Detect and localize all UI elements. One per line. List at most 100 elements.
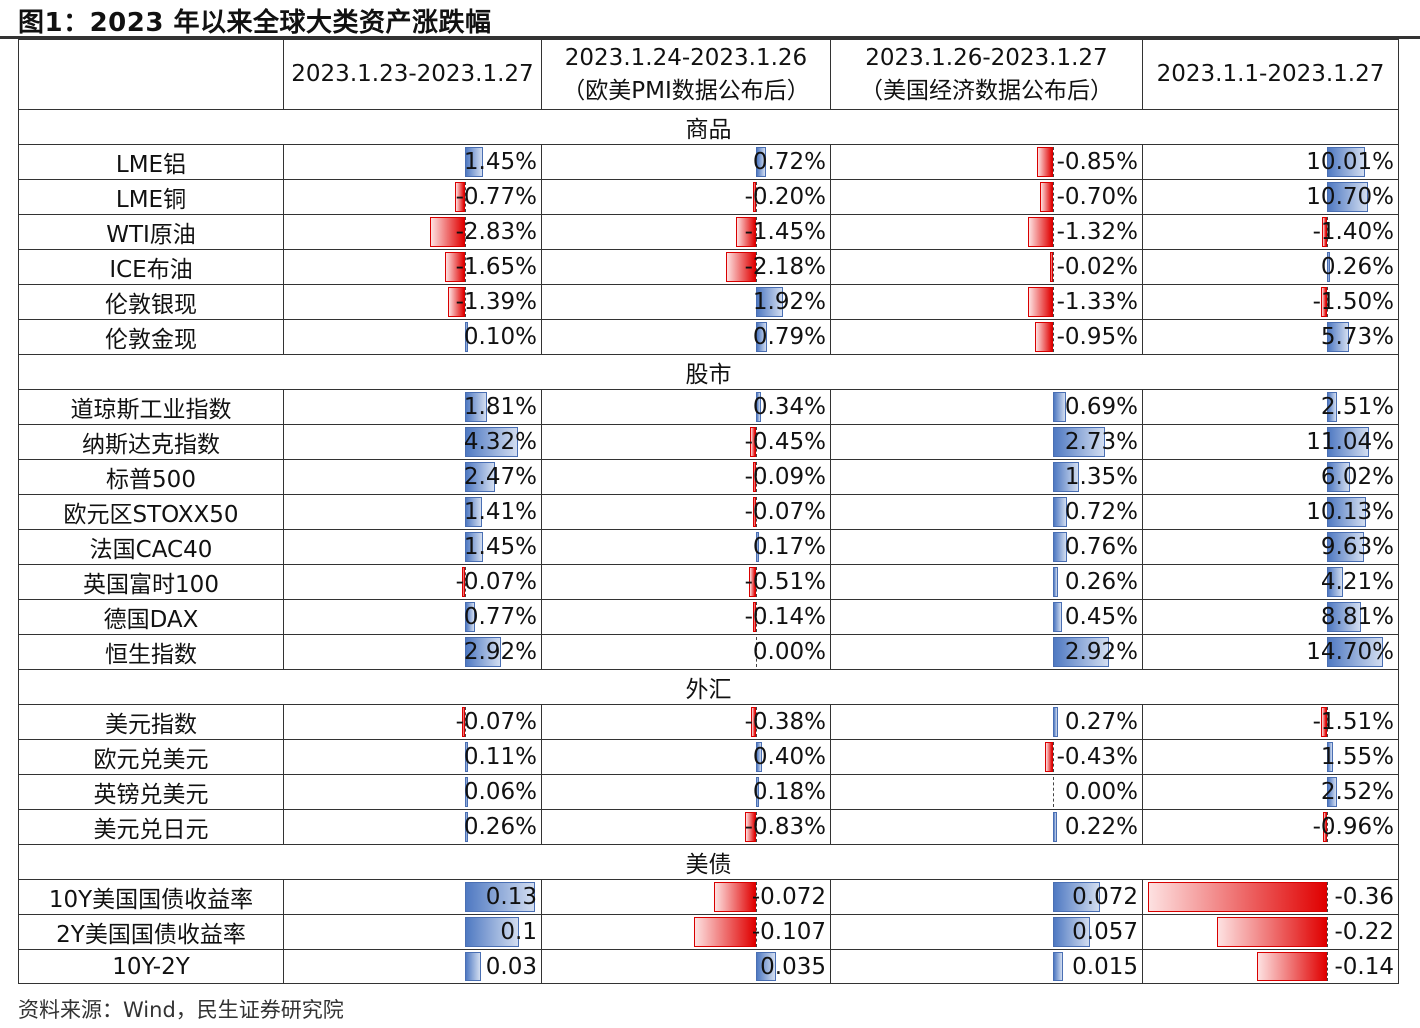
zero-axis — [756, 217, 757, 247]
value-text: -0.43% — [1056, 744, 1138, 770]
data-bar — [1053, 637, 1109, 667]
row-label: 英镑兑美元 — [18, 774, 284, 810]
zero-axis — [1327, 812, 1328, 842]
value-text: 0.45% — [1064, 604, 1138, 630]
row-label: 英国富时100 — [18, 564, 284, 600]
data-bar — [1053, 427, 1106, 457]
zero-axis — [465, 252, 466, 282]
value-cell: -0.07% — [283, 704, 542, 740]
zero-axis — [1053, 182, 1054, 212]
value-cell: 8.81% — [1142, 599, 1399, 635]
value-cell: 0.26% — [1142, 249, 1399, 285]
value-cell: -1.33% — [830, 284, 1143, 320]
value-text: -0.85% — [1056, 149, 1138, 175]
data-bar — [725, 252, 756, 282]
table-row: 美元兑日元 0.26% -0.83% 0.22% -0.96% — [18, 809, 1399, 845]
section-header: 美债 — [18, 844, 1399, 880]
row-label: 美元指数 — [18, 704, 284, 740]
data-bar — [1327, 532, 1364, 562]
data-bar — [455, 182, 465, 212]
value-text: -0.07% — [744, 499, 826, 525]
value-text: -0.77% — [455, 184, 537, 210]
value-text: 1.35% — [1064, 464, 1138, 490]
value-text: 1.92% — [752, 289, 826, 315]
row-label: 欧元兑美元 — [18, 739, 284, 775]
value-text: 5.73% — [1320, 324, 1394, 350]
data-bar — [1027, 287, 1053, 317]
data-bar — [748, 567, 756, 597]
data-bar — [1053, 812, 1058, 842]
value-cell: 4.32% — [283, 424, 542, 460]
column-header-4: 2023.1.1-2023.1.27 — [1142, 39, 1399, 110]
value-text: 0.27% — [1064, 709, 1138, 735]
value-text: 0.10% — [463, 324, 537, 350]
header-row: 2023.1.23-2023.1.27 2023.1.24-2023.1.26 （… — [18, 39, 1399, 110]
value-text: 10.13% — [1306, 499, 1394, 525]
data-bar — [465, 637, 502, 667]
value-text: -0.83% — [744, 814, 826, 840]
value-cell: -0.51% — [541, 564, 831, 600]
value-text: 14.70% — [1306, 639, 1394, 665]
value-cell: 0.13 — [283, 879, 542, 915]
value-text: -0.95% — [1056, 324, 1138, 350]
value-text: 2.51% — [1320, 394, 1394, 420]
value-cell: -0.20% — [541, 179, 831, 215]
data-bar — [753, 462, 756, 492]
row-label: ICE布油 — [18, 249, 284, 285]
data-bar — [465, 882, 535, 912]
data-bar — [1034, 322, 1053, 352]
table-row: WTI原油 -2.83% -1.45% -1.32% -1.40% — [18, 214, 1399, 250]
data-bar — [1327, 427, 1370, 457]
table-row: LME铜 -0.77% -0.20% -0.70% 10.70% — [18, 179, 1399, 215]
value-text: 0.1 — [500, 919, 537, 945]
table-row: 纳斯达克指数 4.32% -0.45% 2.73% 11.04% — [18, 424, 1399, 460]
value-text: 0.77% — [463, 604, 537, 630]
value-text: 10.01% — [1306, 149, 1394, 175]
value-text: 0.03 — [485, 954, 537, 980]
data-bar — [1039, 182, 1053, 212]
data-bar — [1053, 707, 1059, 737]
table-row: 道琼斯工业指数 1.81% 0.34% 0.69% 2.51% — [18, 389, 1399, 425]
data-bar — [1053, 497, 1067, 527]
value-text: 8.81% — [1320, 604, 1394, 630]
row-label: 10Y-2Y — [18, 949, 284, 984]
value-cell: -0.07% — [283, 564, 542, 600]
row-label: 欧元区STOXX50 — [18, 494, 284, 530]
data-bar — [465, 532, 483, 562]
value-cell: 0.11% — [283, 739, 542, 775]
value-cell: 0.27% — [830, 704, 1143, 740]
value-text: 0.40% — [752, 744, 826, 770]
section-header: 外汇 — [18, 669, 1399, 705]
value-text: -1.65% — [455, 254, 537, 280]
table-row: 美元指数 -0.07% -0.38% 0.27% -1.51% — [18, 704, 1399, 740]
value-cell: 0.17% — [541, 529, 831, 565]
value-text: -0.36 — [1334, 884, 1394, 910]
zero-axis — [756, 812, 757, 842]
table-row: 欧元兑美元 0.11% 0.40% -0.43% 1.55% — [18, 739, 1399, 775]
data-bar — [756, 777, 759, 807]
section-header: 商品 — [18, 109, 1399, 145]
data-bar — [1327, 602, 1361, 632]
column-header-3-line2: （美国经济数据公布后） — [860, 77, 1113, 104]
value-text: -0.45% — [744, 429, 826, 455]
section-row: 股市 — [18, 354, 1399, 390]
value-text: 0.17% — [752, 534, 826, 560]
value-cell: 0.72% — [541, 144, 831, 180]
table-row: 伦敦银现 -1.39% 1.92% -1.33% -1.50% — [18, 284, 1399, 320]
zero-axis — [1053, 777, 1054, 807]
value-cell: -1.40% — [1142, 214, 1399, 250]
data-bar — [1050, 252, 1053, 282]
zero-axis — [756, 882, 757, 912]
value-text: 0.26% — [463, 814, 537, 840]
value-text: 0.76% — [1064, 534, 1138, 560]
value-text: -0.14% — [744, 604, 826, 630]
zero-axis — [465, 567, 466, 597]
data-bar — [1044, 742, 1053, 772]
data-bar — [1327, 637, 1384, 667]
value-text: -1.32% — [1056, 219, 1138, 245]
value-cell: 10.13% — [1142, 494, 1399, 530]
data-bar — [753, 182, 756, 212]
data-bar — [465, 462, 496, 492]
value-cell: 10.01% — [1142, 144, 1399, 180]
data-bar — [444, 252, 465, 282]
